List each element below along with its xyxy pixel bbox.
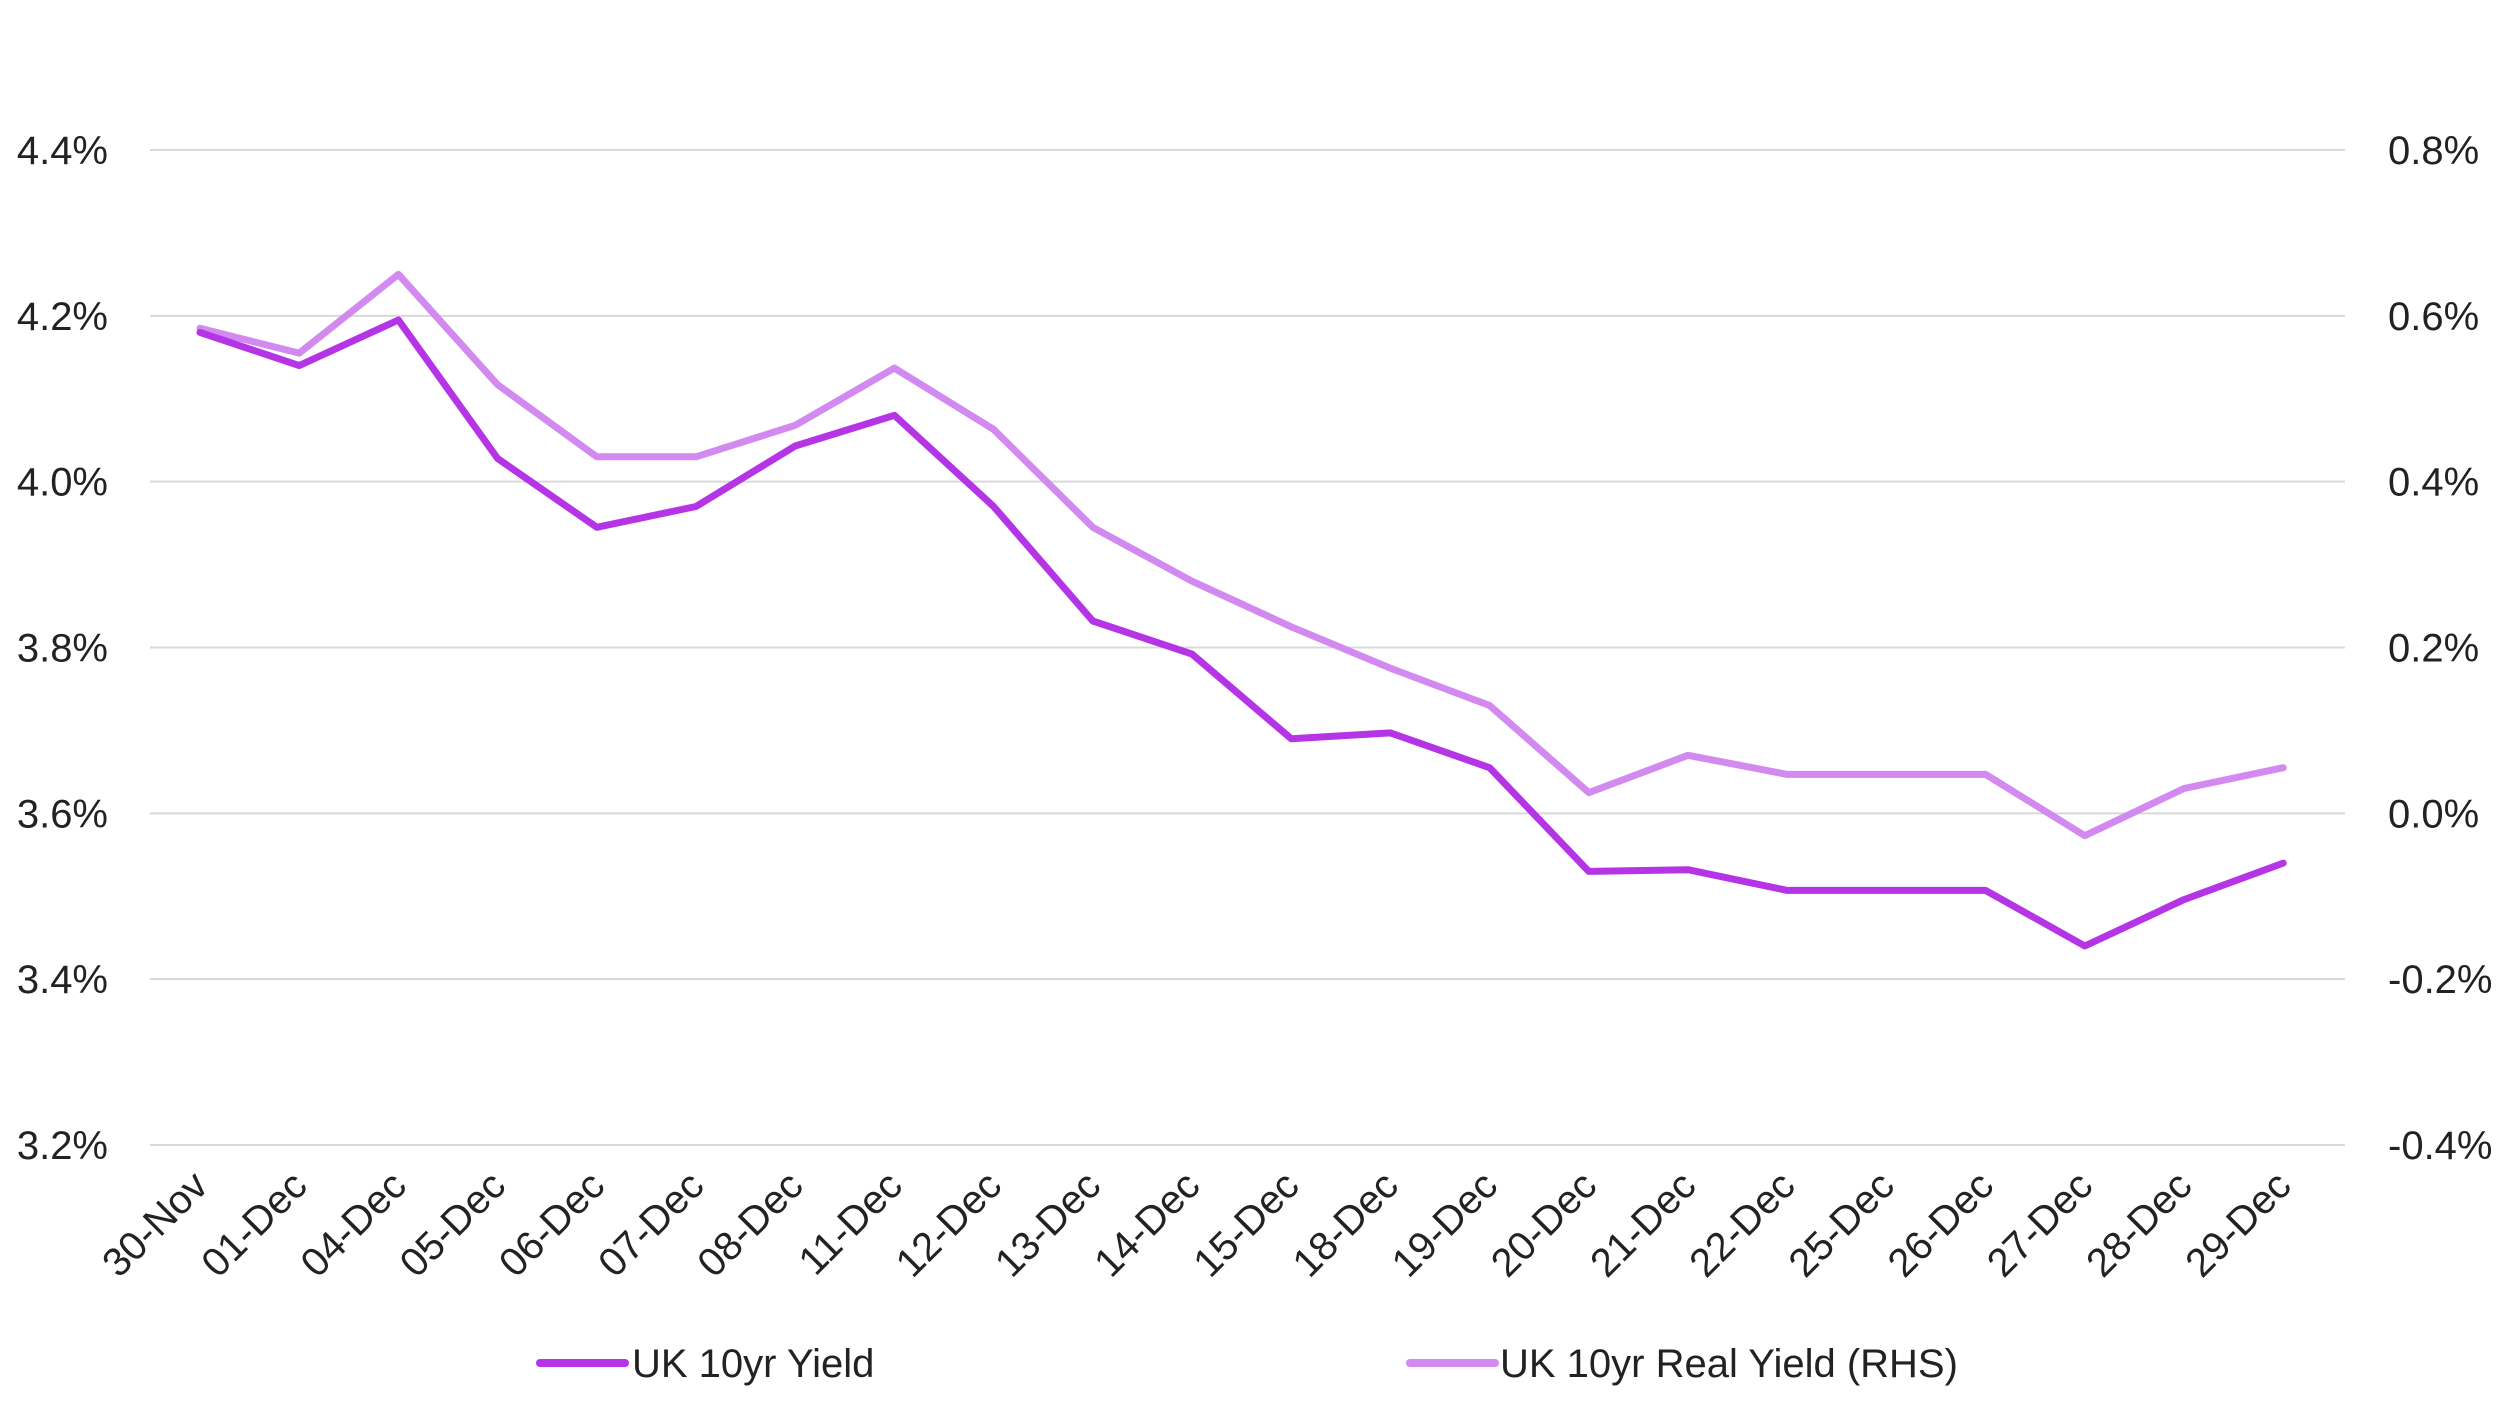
- left-tick-label: 4.2%: [17, 295, 108, 339]
- x-tick-label: 21-Dec: [1582, 1163, 1704, 1285]
- x-tick-label: 26-Dec: [1880, 1163, 2002, 1285]
- x-tick-label: 28-Dec: [2078, 1163, 2200, 1285]
- x-tick-label: 04-Dec: [292, 1163, 414, 1285]
- right-tick-label: 0.2%: [2388, 627, 2479, 671]
- legend: UK 10yr Yield UK 10yr Real Yield (RHS): [536, 1342, 1958, 1386]
- right-tick-label: -0.4%: [2388, 1124, 2493, 1168]
- series-lines: [196, 270, 2287, 950]
- x-tick-label: 05-Dec: [392, 1163, 514, 1285]
- x-tick-label: 19-Dec: [1384, 1163, 1506, 1285]
- right-tick-label: 0.4%: [2388, 461, 2479, 505]
- right-tick-label: 0.0%: [2388, 792, 2479, 836]
- x-tick-label: 11-Dec: [791, 1163, 911, 1283]
- left-tick-label: 3.6%: [17, 792, 108, 836]
- left-tick-label: 4.4%: [17, 129, 108, 173]
- right-tick-label: 0.8%: [2388, 129, 2479, 173]
- x-tick-label: 25-Dec: [1780, 1163, 1902, 1285]
- x-tick-label: 01-Dec: [193, 1163, 315, 1285]
- x-tick-label: 20-Dec: [1483, 1163, 1605, 1285]
- x-tick-label: 12-Dec: [888, 1163, 1010, 1285]
- x-tick-label: 08-Dec: [689, 1163, 811, 1285]
- x-tick-label: 15-Dec: [1185, 1163, 1307, 1285]
- series-line-uk-10yr-yield: [196, 316, 2287, 950]
- legend-label-uk-10yr-real-yield: UK 10yr Real Yield (RHS): [1500, 1342, 1958, 1386]
- x-tick-label: 27-Dec: [1979, 1163, 2101, 1285]
- left-tick-label: 4.0%: [17, 461, 108, 505]
- x-tick-label: 13-Dec: [987, 1163, 1109, 1285]
- x-tick-label: 06-Dec: [491, 1163, 613, 1285]
- x-axis-ticks: 30-Nov01-Dec04-Dec05-Dec06-Dec07-Dec08-D…: [94, 1163, 2299, 1285]
- series-line-uk-10yr-real-yield: [196, 270, 2287, 840]
- right-axis-ticks: -0.4% -0.2% 0.0% 0.2% 0.4% 0.6% 0.8%: [2388, 129, 2493, 1168]
- right-tick-label: -0.2%: [2388, 958, 2493, 1002]
- x-tick-label: 18-Dec: [1284, 1163, 1406, 1285]
- x-tick-label: 22-Dec: [1681, 1163, 1803, 1285]
- right-tick-label: 0.6%: [2388, 295, 2479, 339]
- gridlines: [150, 149, 2345, 1146]
- left-tick-label: 3.4%: [17, 958, 108, 1002]
- left-axis-ticks: 3.2% 3.4% 3.6% 3.8% 4.0% 4.2% 4.4%: [17, 129, 108, 1168]
- x-tick-label: 07-Dec: [590, 1163, 712, 1285]
- x-tick-label: 30-Nov: [94, 1163, 216, 1285]
- x-tick-label: 29-Dec: [2177, 1163, 2299, 1285]
- legend-label-uk-10yr-yield: UK 10yr Yield: [632, 1342, 874, 1386]
- x-tick-label: 14-Dec: [1086, 1163, 1208, 1285]
- left-tick-label: 3.8%: [17, 627, 108, 671]
- left-tick-label: 3.2%: [17, 1124, 108, 1168]
